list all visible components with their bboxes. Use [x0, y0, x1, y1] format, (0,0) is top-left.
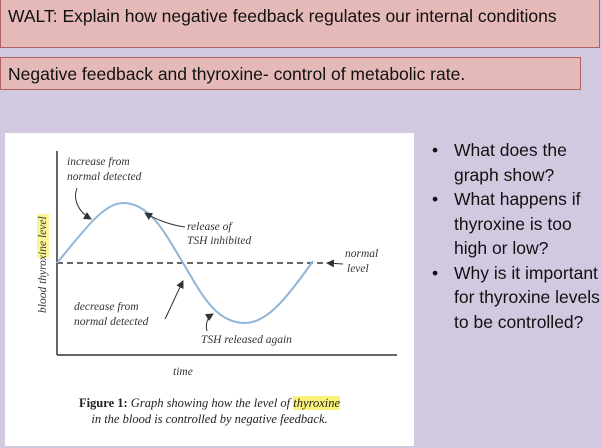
annotation-normal-1: normal — [345, 248, 378, 260]
bullet-icon: • — [432, 262, 439, 283]
annotation-increase-1: increase from — [67, 156, 130, 168]
question-item: • Why is it important for thyroxine level… — [428, 261, 602, 335]
y-axis-label-overlay: blood thyroxine level — [37, 216, 49, 313]
feedback-graph: blood thyroxine level blood thyroxine le… — [37, 151, 397, 378]
walt-banner: WALT: Explain how negative feedback regu… — [0, 0, 600, 48]
feedback-figure: blood thyroxine level blood thyroxine le… — [5, 133, 414, 446]
annotation-tsh-again: TSH released again — [201, 334, 292, 346]
caption-text-after: in the blood is controlled by negative f… — [91, 412, 328, 426]
annotation-decrease-1: decrease from — [74, 301, 139, 313]
arrow-increase — [75, 187, 92, 220]
x-axis-label: time — [173, 366, 193, 378]
arrow-normal — [326, 259, 344, 268]
annotation-release-1: release of — [187, 221, 233, 233]
bullet-icon: • — [432, 189, 439, 209]
caption-highlight: thyroxine — [293, 396, 341, 410]
arrow-tsh-again — [204, 313, 214, 332]
y-label-highlight-bg — [37, 214, 49, 258]
question-list: • What does the graph show? • What happens… — [428, 138, 602, 334]
arrow-release — [144, 212, 186, 228]
bullet-icon: • — [432, 140, 439, 160]
arrow-decrease — [164, 280, 184, 320]
figure-caption: Figure 1: Graph showing how the level of… — [5, 395, 414, 427]
annotation-increase-2: normal detected — [67, 171, 142, 183]
question-item: • What happens if thyroxine is too high o… — [428, 187, 602, 261]
caption-text-before: Graph showing how the level of — [127, 396, 294, 410]
lesson-subtitle-box: Negative feedback and thyroxine- control… — [0, 57, 581, 90]
annotation-decrease-2: normal detected — [74, 316, 149, 328]
lesson-subtitle: Negative feedback and thyroxine- control… — [8, 64, 466, 84]
walt-text: WALT: Explain how negative feedback regu… — [8, 6, 557, 26]
question-text: Why is it important for thyroxine levels… — [454, 262, 600, 332]
caption-label: Figure 1: — [78, 396, 128, 410]
thyroxine-curve — [56, 201, 314, 325]
question-item: • What does the graph show? — [428, 138, 602, 187]
question-text: What happens if thyroxine is too high or… — [454, 189, 581, 258]
annotation-release-2: TSH inhibited — [187, 235, 251, 247]
annotation-normal-2: level — [347, 263, 369, 275]
question-text: What does the graph show? — [454, 140, 567, 185]
